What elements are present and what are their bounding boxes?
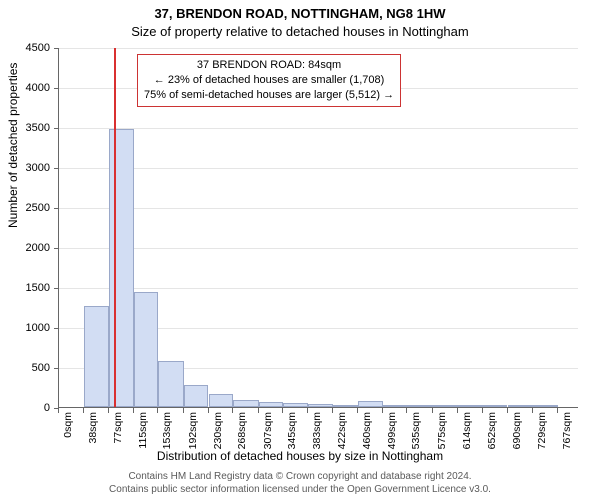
histogram-bar: [209, 394, 234, 407]
xtick-mark: [507, 408, 508, 413]
ytick-label: 2000: [0, 242, 50, 254]
histogram-bar: [233, 400, 258, 407]
histogram-bar: [433, 405, 458, 407]
ytick-label: 3500: [0, 122, 50, 134]
histogram-bar: [134, 292, 159, 407]
xtick-mark: [532, 408, 533, 413]
chart-title-line2: Size of property relative to detached ho…: [0, 24, 600, 39]
annotation-box: 37 BRENDON ROAD: 84sqm ← 23% of detached…: [137, 54, 401, 107]
x-axis-label: Distribution of detached houses by size …: [0, 449, 600, 463]
histogram-bar: [358, 401, 383, 407]
gridline: [59, 248, 578, 249]
ytick-label: 4000: [0, 82, 50, 94]
annotation-line2: ← 23% of detached houses are smaller (1,…: [144, 73, 394, 88]
ytick-mark: [54, 368, 59, 369]
histogram-bar: [158, 361, 183, 407]
xtick-label: 345sqm: [286, 412, 298, 449]
xtick-label: 383sqm: [311, 412, 323, 449]
xtick-label: 652sqm: [486, 412, 498, 449]
histogram-bar: [483, 405, 508, 407]
xtick-label: 535sqm: [410, 412, 422, 449]
xtick-mark: [332, 408, 333, 413]
gridline: [59, 208, 578, 209]
footer-line1: Contains HM Land Registry data © Crown c…: [0, 470, 600, 483]
xtick-label: 614sqm: [461, 412, 473, 449]
xtick-mark: [108, 408, 109, 413]
histogram-bar: [533, 405, 558, 407]
xtick-mark: [406, 408, 407, 413]
xtick-label: 230sqm: [212, 412, 224, 449]
xtick-mark: [307, 408, 308, 413]
ytick-mark: [54, 208, 59, 209]
xtick-label: 77sqm: [112, 412, 124, 444]
xtick-mark: [183, 408, 184, 413]
xtick-mark: [557, 408, 558, 413]
histogram-bar: [184, 385, 209, 407]
histogram-bar: [84, 306, 109, 407]
xtick-mark: [282, 408, 283, 413]
xtick-label: 0sqm: [62, 412, 74, 438]
xtick-mark: [482, 408, 483, 413]
xtick-label: 575sqm: [436, 412, 448, 449]
xtick-label: 767sqm: [561, 412, 573, 449]
xtick-mark: [232, 408, 233, 413]
xtick-mark: [58, 408, 59, 413]
gridline: [59, 168, 578, 169]
histogram-bar: [308, 404, 333, 407]
xtick-label: 499sqm: [386, 412, 398, 449]
ytick-mark: [54, 168, 59, 169]
footer-attribution: Contains HM Land Registry data © Crown c…: [0, 470, 600, 496]
gridline: [59, 288, 578, 289]
xtick-label: 729sqm: [536, 412, 548, 449]
xtick-label: 115sqm: [137, 412, 149, 449]
histogram-bar: [383, 405, 406, 407]
ytick-label: 1000: [0, 322, 50, 334]
ytick-label: 500: [0, 362, 50, 374]
xtick-label: 268sqm: [236, 412, 248, 449]
chart-title-line1: 37, BRENDON ROAD, NOTTINGHAM, NG8 1HW: [0, 6, 600, 21]
ytick-label: 3000: [0, 162, 50, 174]
marker-line: [114, 48, 116, 407]
gridline: [59, 128, 578, 129]
xtick-label: 153sqm: [161, 412, 173, 449]
xtick-label: 460sqm: [361, 412, 373, 449]
histogram-bar: [333, 405, 358, 407]
xtick-label: 307sqm: [262, 412, 274, 449]
xtick-mark: [133, 408, 134, 413]
gridline: [59, 48, 578, 49]
xtick-mark: [83, 408, 84, 413]
xtick-label: 38sqm: [87, 412, 99, 444]
ytick-mark: [54, 288, 59, 289]
histogram-bar: [508, 405, 533, 407]
xtick-label: 422sqm: [336, 412, 348, 449]
annotation-line3: 75% of semi-detached houses are larger (…: [144, 88, 394, 103]
histogram-bar: [458, 405, 483, 407]
ytick-label: 0: [0, 402, 50, 414]
ytick-mark: [54, 88, 59, 89]
xtick-mark: [432, 408, 433, 413]
ytick-mark: [54, 48, 59, 49]
xtick-label: 690sqm: [511, 412, 523, 449]
annotation-line1: 37 BRENDON ROAD: 84sqm: [144, 58, 394, 73]
ytick-label: 1500: [0, 282, 50, 294]
histogram-bar: [259, 402, 284, 407]
footer-line2: Contains public sector information licen…: [0, 483, 600, 496]
xtick-mark: [357, 408, 358, 413]
histogram-bar: [283, 403, 308, 407]
xtick-mark: [382, 408, 383, 413]
ytick-mark: [54, 328, 59, 329]
ytick-mark: [54, 248, 59, 249]
chart-container: 37, BRENDON ROAD, NOTTINGHAM, NG8 1HW Si…: [0, 0, 600, 500]
xtick-mark: [208, 408, 209, 413]
xtick-mark: [258, 408, 259, 413]
xtick-mark: [157, 408, 158, 413]
ytick-label: 2500: [0, 202, 50, 214]
xtick-label: 192sqm: [187, 412, 199, 449]
ytick-mark: [54, 128, 59, 129]
histogram-bar: [407, 405, 433, 407]
ytick-label: 4500: [0, 42, 50, 54]
plot-area: 37 BRENDON ROAD: 84sqm ← 23% of detached…: [58, 48, 578, 408]
xtick-mark: [457, 408, 458, 413]
